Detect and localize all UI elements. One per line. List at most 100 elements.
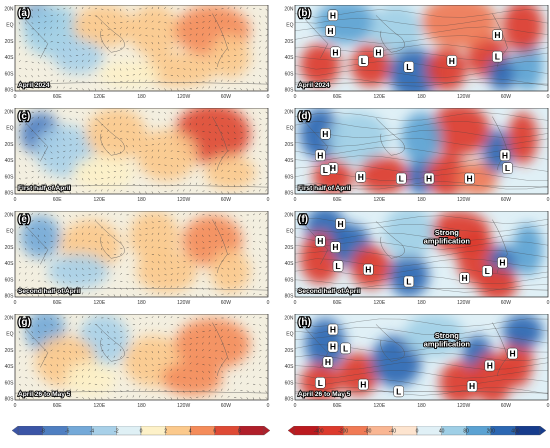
- y-tick-label: 60S: [5, 71, 15, 77]
- high-pressure-marker: H: [424, 173, 434, 184]
- low-pressure-marker: L: [333, 261, 343, 272]
- svg-text:L: L: [399, 174, 404, 184]
- x-tick-label: 180: [417, 403, 426, 409]
- y-tick-label: 20N: [284, 316, 294, 322]
- x-tick-label: 0: [267, 94, 270, 100]
- y-tick-label: 20N: [4, 7, 14, 13]
- colorbar-swatch: [18, 426, 43, 435]
- x-tick-label: 120E: [93, 300, 105, 306]
- svg-text:L: L: [485, 266, 490, 276]
- y-tick-label: 60S: [5, 380, 15, 386]
- x-tick-label: 60W: [501, 300, 512, 306]
- y-tick-label: EQ: [6, 332, 13, 338]
- y-tick-label: 20S: [285, 142, 295, 148]
- y-tick-label: 40S: [5, 158, 15, 164]
- svg-text:H: H: [469, 381, 475, 391]
- x-tick-label: 180: [137, 197, 146, 203]
- svg-text:H: H: [317, 236, 323, 246]
- high-pressure-marker: H: [328, 324, 338, 335]
- low-pressure-marker: L: [482, 266, 492, 277]
- x-tick-label: 0: [267, 300, 270, 306]
- svg-text:H: H: [325, 357, 331, 367]
- x-tick-label: 60E: [53, 94, 63, 100]
- x-tick-label: 60W: [221, 94, 232, 100]
- high-pressure-marker: H: [330, 47, 340, 58]
- panel-label: (d): [298, 111, 311, 122]
- x-tick-label: 0: [14, 94, 17, 100]
- x-tick-label: 180: [137, 94, 146, 100]
- y-tick-label: 20S: [5, 348, 15, 354]
- anomaly-blob: [53, 39, 104, 73]
- high-pressure-marker: H: [330, 242, 340, 253]
- x-tick-label: 120W: [457, 197, 470, 203]
- svg-text:L: L: [406, 62, 411, 72]
- x-tick-label: 120W: [177, 94, 190, 100]
- y-tick-label: 20N: [4, 316, 14, 322]
- colorbar-label: 40: [439, 429, 445, 435]
- x-tick-label: 60W: [221, 197, 232, 203]
- high-pressure-marker: H: [363, 264, 373, 275]
- x-tick-label: 0: [294, 197, 297, 203]
- panel-title: April 26 to May 5: [18, 391, 71, 398]
- svg-text:H: H: [487, 361, 493, 371]
- x-tick-label: 120E: [373, 94, 385, 100]
- svg-text:L: L: [318, 378, 323, 388]
- anomaly-blob: [48, 254, 109, 288]
- svg-text:H: H: [494, 30, 500, 40]
- high-pressure-marker: H: [328, 10, 338, 21]
- x-tick-label: 60E: [333, 403, 343, 409]
- colorbar-swatch: [92, 426, 117, 435]
- y-tick-label: 60S: [285, 174, 295, 180]
- anomaly-blob: [513, 224, 543, 276]
- colorbar-label: 8: [238, 429, 241, 435]
- low-pressure-marker: L: [341, 343, 351, 354]
- panel-title: April 26 to May 5: [298, 391, 351, 398]
- y-tick-label: 40S: [5, 364, 15, 370]
- x-tick-label: 0: [547, 197, 550, 203]
- low-pressure-marker: L: [396, 173, 406, 184]
- panel-label: (a): [18, 8, 30, 19]
- x-tick-label: 120E: [373, 300, 385, 306]
- y-tick-label: 20S: [285, 348, 295, 354]
- svg-text:H: H: [330, 324, 336, 334]
- svg-text:H: H: [375, 47, 381, 57]
- y-tick-label: 20S: [5, 39, 15, 45]
- y-tick-label: EQ: [286, 229, 293, 235]
- anomaly-blob: [205, 155, 256, 189]
- colorbar-label: 4: [189, 429, 192, 435]
- y-tick-label: 80S: [285, 191, 295, 197]
- x-tick-label: 120E: [93, 94, 105, 100]
- anomaly-blob: [73, 155, 134, 189]
- x-tick-label: 120W: [177, 300, 190, 306]
- x-tick-label: 60W: [501, 94, 512, 100]
- x-tick-label: 120W: [457, 300, 470, 306]
- x-tick-label: 60E: [333, 94, 343, 100]
- high-pressure-marker: H: [492, 30, 502, 41]
- x-tick-label: 180: [417, 94, 426, 100]
- svg-text:H: H: [426, 174, 432, 184]
- low-pressure-marker: L: [315, 377, 325, 388]
- x-tick-label: 60W: [221, 403, 232, 409]
- y-tick-label: 60S: [5, 174, 15, 180]
- svg-text:H: H: [461, 273, 467, 283]
- colorbar-swatch: [392, 426, 417, 435]
- panel-label: (h): [298, 317, 311, 328]
- x-tick-label: 120W: [177, 197, 190, 203]
- svg-text:H: H: [360, 380, 366, 390]
- panel-label: (e): [18, 214, 30, 225]
- x-tick-label: 0: [14, 300, 17, 306]
- x-tick-label: 0: [14, 197, 17, 203]
- y-tick-label: 20S: [5, 245, 15, 251]
- x-tick-label: 0: [294, 94, 297, 100]
- svg-text:H: H: [322, 129, 328, 139]
- x-tick-label: 0: [294, 403, 297, 409]
- colorbar-label: -6: [65, 429, 70, 435]
- panel-title: Second half of April: [18, 288, 80, 295]
- colorbar-label: 80: [463, 429, 469, 435]
